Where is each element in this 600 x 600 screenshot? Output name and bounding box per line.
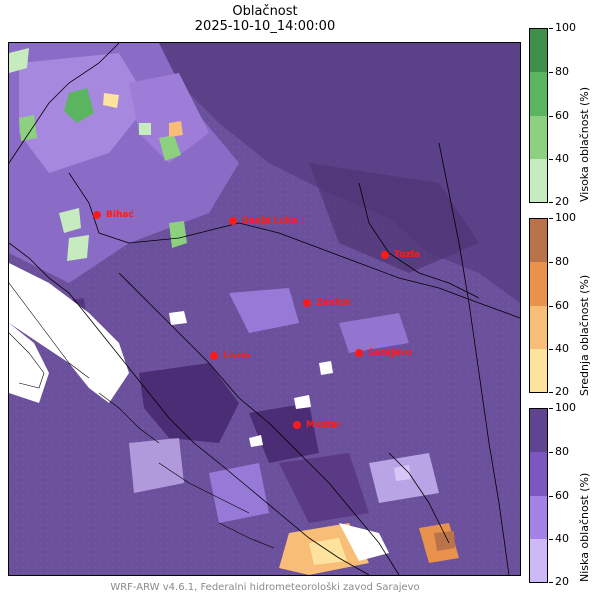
colorbar-tick-label: 40	[555, 532, 569, 545]
coastline	[9, 242, 370, 575]
city-marker-mostar: Mostar	[293, 420, 342, 430]
city-label: Mostar	[306, 420, 342, 430]
colorbar-low-cloud	[529, 408, 548, 583]
colorbar-segment	[530, 219, 547, 263]
colorbar-tick-label: 80	[555, 445, 569, 458]
city-label: Bihać	[106, 209, 134, 220]
colorbar-tick-label: 20	[555, 385, 569, 398]
colorbar-tick-label: 20	[555, 195, 569, 208]
map-timestamp: 2025-10-10_14:00:00	[194, 19, 336, 34]
colorbar-label: Srednja oblačnost (%)	[578, 274, 591, 396]
colorbar-tick-label: 80	[555, 65, 569, 78]
colorbar-tick-label: 100	[555, 211, 576, 224]
city-marker-tuzla: Tuzla	[381, 250, 420, 260]
colorbar-segment	[530, 158, 547, 202]
colorbar-medium-cloud	[529, 218, 548, 393]
city-label: Tuzla	[394, 250, 420, 260]
city-label: Zenica	[316, 298, 350, 308]
colorbar-segment	[530, 29, 547, 73]
city-label: Sarajevo	[368, 348, 412, 358]
colorbar-tick-label: 60	[555, 489, 569, 502]
clear-sky-area	[9, 263, 129, 403]
city-marker-livno: Livno	[210, 351, 250, 361]
city-marker-bihac: Bihać	[93, 209, 134, 220]
colorbar-segment	[530, 409, 547, 453]
footer-credit: WRF-ARW v4.6.1, Federalni hidrometeorolo…	[110, 582, 420, 593]
city-dot	[381, 251, 389, 259]
city-dot	[229, 217, 237, 225]
colorbar-segment	[530, 262, 547, 306]
colorbar-segment	[530, 452, 547, 496]
city-dot	[303, 299, 311, 307]
colorbar-tick-label: 80	[555, 255, 569, 268]
city-dot	[293, 421, 301, 429]
border-line	[68, 172, 520, 319]
city-dot	[355, 349, 363, 357]
city-marker-sarajevo: Sarajevo	[355, 348, 412, 358]
colorbar-label: Niska oblačnost (%)	[578, 472, 591, 582]
colorbar-tick-label: 100	[555, 21, 576, 34]
city-label: Banja Luka	[242, 216, 298, 226]
colorbar-tick-label: 60	[555, 299, 569, 312]
colorbar-high-cloud	[529, 28, 548, 203]
colorbar-segment	[530, 115, 547, 159]
colorbar-segment	[530, 495, 547, 539]
colorbar-segment	[530, 538, 547, 582]
cloud-cover-map: Bihać Banja Luka Tuzla Zenica Livno Sara…	[8, 42, 521, 576]
city-marker-banja-luka: Banja Luka	[229, 216, 298, 226]
colorbar-tick-label: 100	[555, 401, 576, 414]
city-marker-zenica: Zenica	[303, 298, 350, 308]
high-cloud-patch	[64, 88, 94, 123]
colorbar-tick-label: 60	[555, 109, 569, 122]
city-dot	[210, 352, 218, 360]
city-dot	[93, 211, 101, 219]
colorbar-tick-label: 40	[555, 342, 569, 355]
colorbar-tick-label: 40	[555, 152, 569, 165]
colorbar-tick-label: 20	[555, 575, 569, 588]
colorbar-segment	[530, 348, 547, 392]
map-title: Oblačnost	[232, 4, 298, 19]
colorbar-label: Visoka oblačnost (%)	[578, 86, 591, 202]
colorbar-segment	[530, 72, 547, 116]
colorbar-segment	[530, 305, 547, 349]
city-label: Livno	[223, 351, 250, 361]
